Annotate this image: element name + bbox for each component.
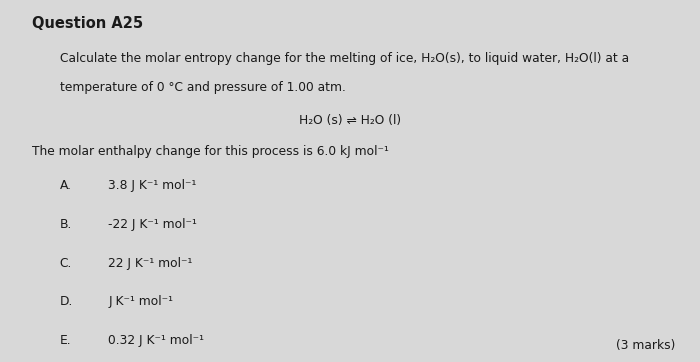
Text: B.: B. <box>60 218 72 231</box>
Text: D.: D. <box>60 295 73 308</box>
Text: Calculate the molar entropy change for the melting of ice, H₂O(s), to liquid wat: Calculate the molar entropy change for t… <box>60 52 629 66</box>
Text: 0.32 J K⁻¹ mol⁻¹: 0.32 J K⁻¹ mol⁻¹ <box>108 334 204 347</box>
Text: The molar enthalpy change for this process is 6.0 kJ mol⁻¹: The molar enthalpy change for this proce… <box>32 145 388 158</box>
Text: E.: E. <box>60 334 71 347</box>
Text: -22 J K⁻¹ mol⁻¹: -22 J K⁻¹ mol⁻¹ <box>108 218 197 231</box>
Text: temperature of 0 °C and pressure of 1.00 atm.: temperature of 0 °C and pressure of 1.00… <box>60 81 345 94</box>
Text: H₂O (s) ⇌ H₂O (l): H₂O (s) ⇌ H₂O (l) <box>299 114 401 127</box>
Text: A.: A. <box>60 179 71 192</box>
Text: 22 J K⁻¹ mol⁻¹: 22 J K⁻¹ mol⁻¹ <box>108 257 193 270</box>
Text: J K⁻¹ mol⁻¹: J K⁻¹ mol⁻¹ <box>108 295 174 308</box>
Text: (3 marks): (3 marks) <box>616 339 676 352</box>
Text: 3.8 J K⁻¹ mol⁻¹: 3.8 J K⁻¹ mol⁻¹ <box>108 179 197 192</box>
Text: C.: C. <box>60 257 72 270</box>
Text: Question A25: Question A25 <box>32 16 143 31</box>
